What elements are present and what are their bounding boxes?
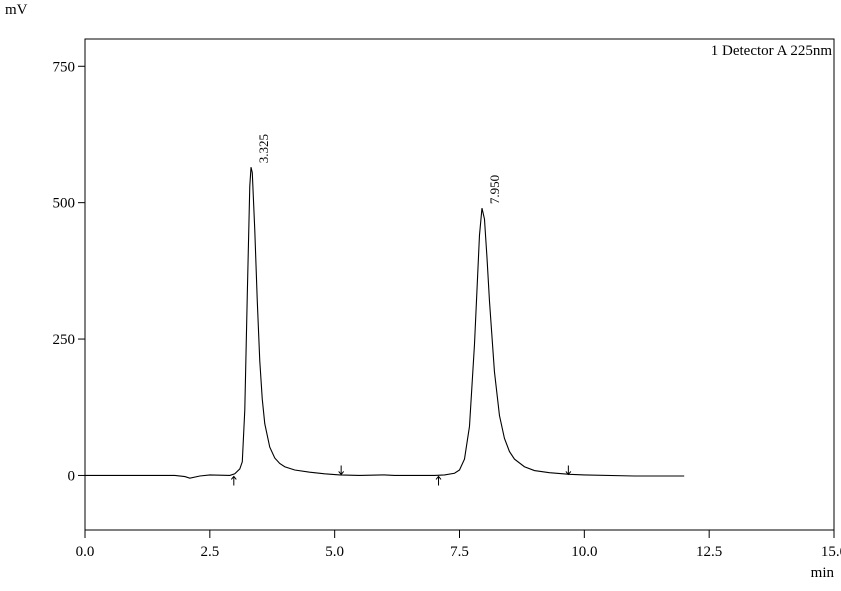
x-axis-label: min	[811, 565, 835, 581]
arrow	[230, 475, 237, 486]
plot-frame	[84, 38, 835, 531]
x-tick-label: 12.5	[696, 544, 722, 560]
baseline-end-mark	[565, 465, 572, 476]
x-tick-label: 0.0	[76, 544, 95, 560]
y-axis-label: mV	[5, 2, 28, 18]
baseline-end-mark	[338, 465, 345, 476]
y-tick-label: 750	[53, 59, 76, 75]
y-tick-label: 0	[68, 468, 76, 484]
x-tick-label: 5.0	[325, 544, 344, 560]
x-tick-label: 10.0	[571, 544, 597, 560]
peak-label: 3.325	[256, 134, 271, 163]
x-tick-label: 7.5	[450, 544, 469, 560]
legend: 1 Detector A 225nm	[711, 43, 833, 59]
x-tick-label: 2.5	[200, 544, 219, 560]
arrow	[565, 465, 572, 476]
arrow	[338, 465, 345, 476]
arrow	[435, 475, 442, 486]
baseline-start-mark	[435, 475, 442, 486]
y-tick-label: 500	[53, 196, 76, 212]
baseline-start-mark	[230, 475, 237, 486]
peak-label: 7.950	[487, 175, 502, 204]
y-tick-label: 250	[53, 332, 76, 348]
chromatogram-trace	[85, 167, 685, 479]
x-tick-label: 15.0	[821, 544, 841, 560]
